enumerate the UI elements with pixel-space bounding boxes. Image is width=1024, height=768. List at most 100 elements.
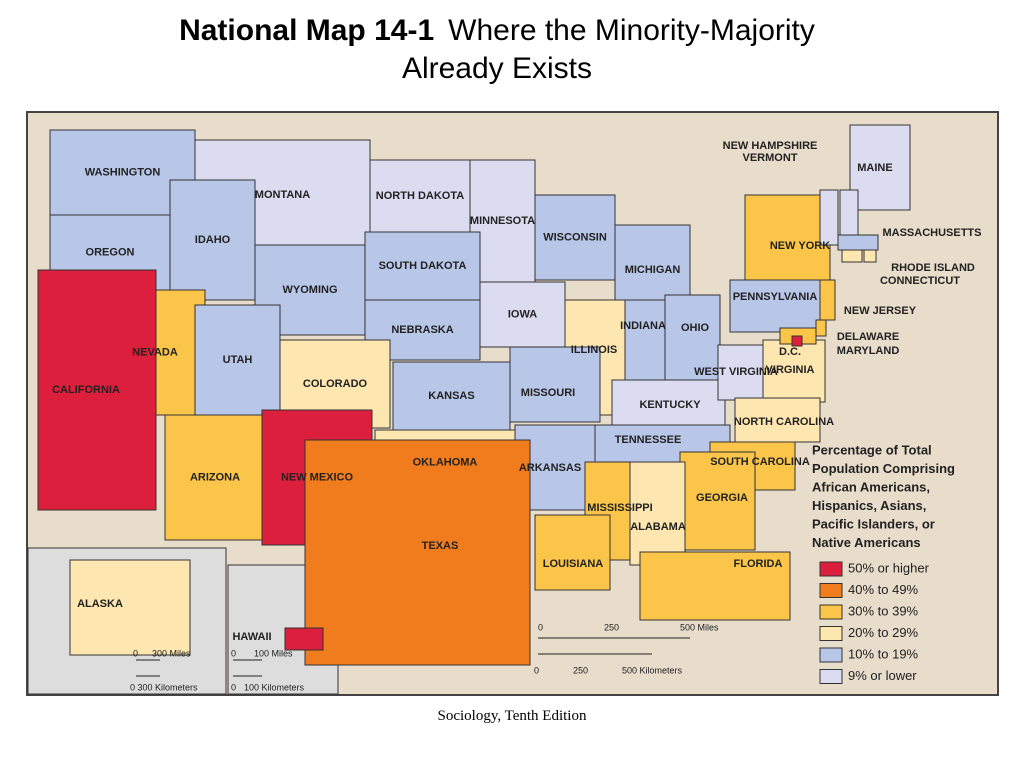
- state-shape: [815, 319, 827, 337]
- state-shape: [534, 514, 611, 591]
- state-label: WYOMING: [283, 284, 338, 296]
- state-label: NEVADA: [132, 346, 178, 358]
- state-label: UTAH: [223, 354, 253, 366]
- state-label: CALIFORNIA: [52, 384, 120, 396]
- state-label: NEW HAMPSHIRE: [723, 140, 818, 152]
- state-label: MONTANA: [255, 189, 310, 201]
- state-shape: [679, 451, 756, 551]
- state-label: PENNSYLVANIA: [733, 291, 818, 303]
- state-label: NEW YORK: [770, 240, 830, 252]
- state-shape: [469, 159, 536, 283]
- state-label: DELAWARE: [837, 331, 899, 343]
- scale-hawaii: [233, 659, 262, 677]
- legend-swatch: [819, 669, 843, 684]
- state-label: ARKANSAS: [519, 462, 581, 474]
- state-label: WASHINGTON: [85, 166, 161, 178]
- state-shape: [837, 234, 879, 251]
- state-label: OKLAHOMA: [413, 456, 478, 468]
- state-shape: [479, 281, 566, 348]
- scale-label: 500 Miles: [680, 622, 719, 632]
- state-shape: [863, 249, 877, 263]
- state-label: OREGON: [86, 246, 135, 258]
- scale-label: 0: [133, 648, 138, 658]
- state-label: IOWA: [508, 308, 537, 320]
- state-label: WEST VIRGINIA: [694, 366, 778, 378]
- scale-alaska: [136, 659, 160, 677]
- legend-label: 30% to 39%: [848, 603, 919, 618]
- legend-title: Native Americans: [812, 535, 921, 550]
- legend-title: Hispanics, Asians,: [812, 498, 926, 513]
- state-shape: [639, 551, 791, 621]
- state-shape: [611, 379, 726, 429]
- state-shape: [841, 249, 863, 263]
- state-shape: [664, 294, 721, 381]
- state-label: D.C.: [779, 346, 801, 358]
- state-label: MISSOURI: [521, 387, 575, 399]
- state-label: WISCONSIN: [543, 231, 607, 243]
- state-label: ARIZONA: [190, 471, 240, 483]
- legend-title: Population Comprising: [812, 461, 955, 476]
- scale-label: 250: [604, 622, 619, 632]
- state-label: MAINE: [857, 162, 892, 174]
- state-label: GEORGIA: [696, 492, 748, 504]
- state-shape: [734, 397, 821, 443]
- state-label: MASSACHUSETTS: [882, 227, 981, 239]
- title: National Map 14-1 Where the Minority-Majo…: [179, 14, 815, 47]
- legend: Percentage of Total Population Comprising…: [812, 442, 955, 684]
- state-label: CONNECTICUT: [880, 275, 960, 287]
- scale-label: 100 Miles: [254, 648, 293, 658]
- title-rest: Where the Minority-Majority: [448, 14, 815, 47]
- state-label: MICHIGAN: [625, 264, 681, 276]
- state-label: NEW JERSEY: [844, 305, 917, 317]
- footer: Sociology, Tenth Edition: [438, 708, 587, 724]
- state-label: ILLINOIS: [571, 344, 617, 356]
- state-label: KENTUCKY: [639, 399, 701, 411]
- legend-swatch: [819, 626, 843, 641]
- legend-swatch: [819, 647, 843, 663]
- state-label: TEXAS: [422, 540, 459, 552]
- state-label: NORTH CAROLINA: [734, 416, 834, 428]
- legend-label: 20% to 29%: [848, 625, 919, 640]
- state-shape: [729, 279, 826, 333]
- title-line2: Already Exists: [402, 52, 592, 85]
- state-shape: [37, 269, 157, 511]
- legend-label: 10% to 19%: [848, 646, 919, 661]
- state-label: NEW MEXICO: [281, 471, 354, 483]
- state-label: SOUTH CAROLINA: [710, 456, 810, 468]
- legend-title: African Americans,: [812, 479, 930, 494]
- state-label: COLORADO: [303, 378, 368, 390]
- scale-label: 100 Kilometers: [244, 682, 305, 692]
- state-label: HAWAII: [232, 631, 271, 643]
- state-label: MISSISSIPPI: [587, 502, 652, 514]
- scale-main: [538, 637, 690, 655]
- state-label: SOUTH DAKOTA: [379, 260, 467, 272]
- state-shape: [819, 189, 839, 246]
- scale-label: 0: [534, 665, 539, 675]
- state-shape: [284, 627, 324, 651]
- state-label: RHODE ISLAND: [891, 262, 975, 274]
- state-labels: WASHINGTON MONTANA NORTH DAKOTA MINNESOTA OR…: [52, 140, 981, 643]
- scale-label: 250: [573, 665, 588, 675]
- legend-swatch: [819, 583, 843, 598]
- state-label: OHIO: [681, 322, 710, 334]
- state-label: FLORIDA: [734, 558, 783, 570]
- state-label: NORTH DAKOTA: [376, 190, 464, 202]
- scale-label: 0: [231, 648, 236, 658]
- state-shape: [819, 279, 836, 321]
- state-shape: [304, 439, 531, 666]
- legend-title: Percentage of Total: [812, 442, 932, 457]
- state-shape: [791, 335, 803, 347]
- state-label: VIRGINIA: [766, 364, 815, 376]
- state-shape: [392, 361, 511, 431]
- state-shape: [534, 194, 616, 281]
- scale-label: 500 Kilometers: [622, 665, 683, 675]
- legend-swatch: [819, 604, 843, 620]
- legend-swatch: [819, 561, 843, 577]
- state-shape: [194, 304, 281, 416]
- state-label: VERMONT: [743, 152, 798, 164]
- scale-label: 300 Miles: [152, 648, 191, 658]
- state-label: LOUISIANA: [543, 558, 604, 570]
- legend-label: 9% or lower: [848, 668, 917, 683]
